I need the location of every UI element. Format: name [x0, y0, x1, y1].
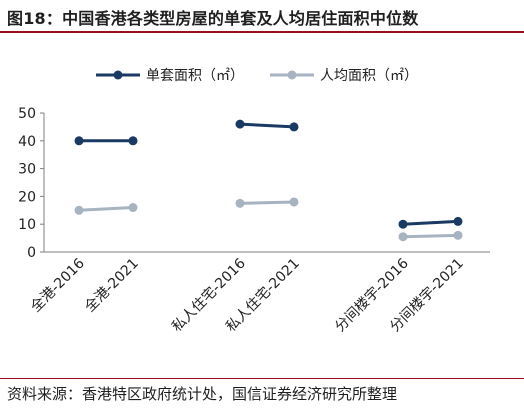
series-line-2 [239, 200, 295, 205]
y-tick-label: 30 [18, 162, 36, 178]
data-point [74, 205, 84, 215]
legend-label: 单套面积（㎡） [146, 68, 244, 84]
legend-swatch-marker [113, 70, 123, 80]
data-point [398, 232, 408, 242]
series-line-1 [239, 122, 295, 129]
y-tick-label: 0 [27, 245, 36, 261]
series-line-2 [78, 206, 134, 212]
footer-divider [0, 378, 524, 379]
x-tick-label: 全港-2016 [27, 255, 88, 316]
data-point [235, 198, 245, 208]
data-point [453, 216, 463, 226]
data-point [235, 119, 245, 129]
title-divider [0, 31, 524, 33]
legend-swatch-marker [287, 70, 297, 80]
y-tick-label: 50 [18, 106, 36, 122]
legend-label: 人均面积（㎡） [320, 68, 418, 84]
x-tick-label: 全港-2021 [81, 255, 142, 316]
data-point [398, 219, 408, 229]
data-point [289, 197, 299, 207]
y-tick-label: 40 [18, 134, 36, 150]
data-point [74, 136, 84, 146]
data-point [453, 230, 463, 240]
y-tick-label: 20 [18, 189, 36, 205]
series-line-1 [402, 219, 459, 226]
chart-title: 图18：中国香港各类型房屋的单套及人均居住面积中位数 [7, 9, 419, 28]
source-note: 资料来源：香港特区政府统计处，国信证券经济研究所整理 [7, 385, 398, 403]
y-tick-label: 10 [18, 217, 36, 233]
series-line-2 [402, 233, 459, 239]
data-point [128, 136, 138, 146]
data-point [289, 122, 299, 132]
data-point [128, 203, 138, 213]
